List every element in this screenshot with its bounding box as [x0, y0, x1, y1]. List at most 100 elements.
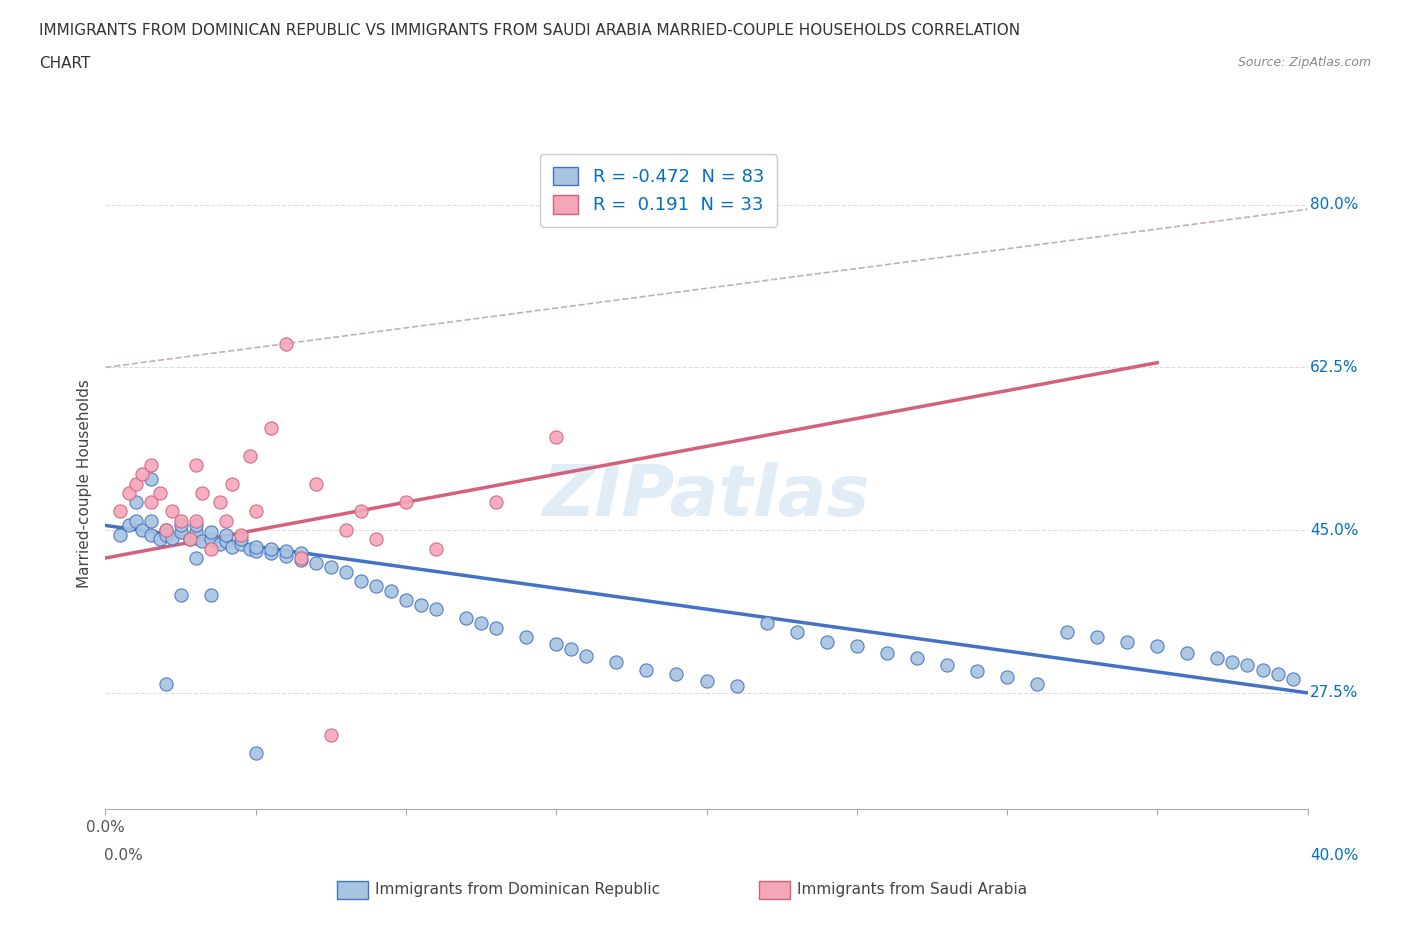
Point — [546, 636, 568, 651]
Point — [160, 530, 183, 545]
Point — [179, 532, 201, 547]
Point — [305, 555, 328, 570]
Point — [184, 458, 207, 472]
Point — [1206, 651, 1229, 666]
Point — [290, 552, 312, 567]
Text: 27.5%: 27.5% — [1310, 685, 1358, 700]
Point — [155, 676, 177, 691]
Point — [319, 727, 342, 742]
Point — [1085, 630, 1108, 644]
Point — [139, 458, 162, 472]
Point — [305, 476, 328, 491]
Point — [169, 588, 191, 603]
Point — [845, 639, 868, 654]
Point — [179, 532, 201, 547]
Point — [124, 495, 146, 510]
Point — [409, 597, 432, 612]
Point — [190, 485, 212, 500]
Point — [575, 648, 598, 663]
Point — [335, 523, 357, 538]
Point — [1236, 658, 1258, 672]
Point — [260, 546, 283, 561]
Point — [200, 541, 222, 556]
Point — [229, 527, 252, 542]
Point — [184, 525, 207, 539]
Point — [1146, 639, 1168, 654]
Point — [169, 513, 191, 528]
Point — [995, 670, 1018, 684]
Text: Source: ZipAtlas.com: Source: ZipAtlas.com — [1237, 56, 1371, 69]
Point — [260, 541, 283, 556]
Point — [290, 546, 312, 561]
Text: 40.0%: 40.0% — [1310, 848, 1358, 863]
Point — [200, 525, 222, 539]
Point — [1281, 671, 1303, 686]
Point — [245, 746, 267, 761]
Point — [155, 523, 177, 538]
Point — [229, 532, 252, 547]
Point — [350, 504, 373, 519]
Point — [208, 495, 231, 510]
Point — [470, 616, 492, 631]
Text: IMMIGRANTS FROM DOMINICAN REPUBLIC VS IMMIGRANTS FROM SAUDI ARABIA MARRIED-COUPL: IMMIGRANTS FROM DOMINICAN REPUBLIC VS IM… — [39, 23, 1021, 38]
Point — [139, 527, 162, 542]
Point — [200, 588, 222, 603]
Point — [118, 518, 141, 533]
Point — [350, 574, 373, 589]
Point — [155, 523, 177, 538]
Point — [155, 527, 177, 542]
Point — [184, 513, 207, 528]
Point — [485, 620, 508, 635]
Point — [110, 504, 132, 519]
Point — [260, 420, 283, 435]
Point — [364, 578, 387, 593]
Point — [274, 543, 297, 558]
Point — [425, 541, 447, 556]
Point — [546, 430, 568, 445]
Point — [208, 537, 231, 551]
Text: Immigrants from Saudi Arabia: Immigrants from Saudi Arabia — [797, 882, 1028, 897]
Point — [936, 658, 959, 672]
Point — [184, 551, 207, 565]
Text: 80.0%: 80.0% — [1310, 197, 1358, 212]
Point — [148, 532, 170, 547]
Point — [665, 667, 688, 682]
Point — [169, 518, 191, 533]
Point — [290, 551, 312, 565]
Point — [148, 485, 170, 500]
Y-axis label: Married-couple Households: Married-couple Households — [76, 379, 91, 588]
Point — [1056, 625, 1078, 640]
Point — [139, 472, 162, 486]
Point — [131, 467, 153, 482]
Point — [560, 642, 582, 657]
Point — [454, 611, 477, 626]
Point — [905, 651, 928, 666]
Point — [755, 616, 778, 631]
Point — [169, 525, 191, 539]
Point — [274, 549, 297, 564]
Point — [725, 679, 748, 694]
Point — [696, 673, 718, 688]
Point — [395, 495, 418, 510]
Point — [221, 539, 243, 554]
Point — [1222, 655, 1244, 670]
Point — [139, 513, 162, 528]
Point — [139, 495, 162, 510]
Point — [815, 634, 838, 649]
Point — [229, 537, 252, 551]
Text: 45.0%: 45.0% — [1310, 523, 1358, 538]
Point — [190, 534, 212, 549]
Point — [110, 527, 132, 542]
Point — [245, 543, 267, 558]
Point — [515, 630, 537, 644]
Point — [1116, 634, 1139, 649]
Text: 62.5%: 62.5% — [1310, 360, 1358, 375]
Text: CHART: CHART — [39, 56, 91, 71]
Point — [245, 504, 267, 519]
Point — [380, 583, 402, 598]
Point — [214, 534, 236, 549]
Point — [131, 523, 153, 538]
Point — [214, 513, 236, 528]
Point — [245, 539, 267, 554]
Point — [124, 476, 146, 491]
